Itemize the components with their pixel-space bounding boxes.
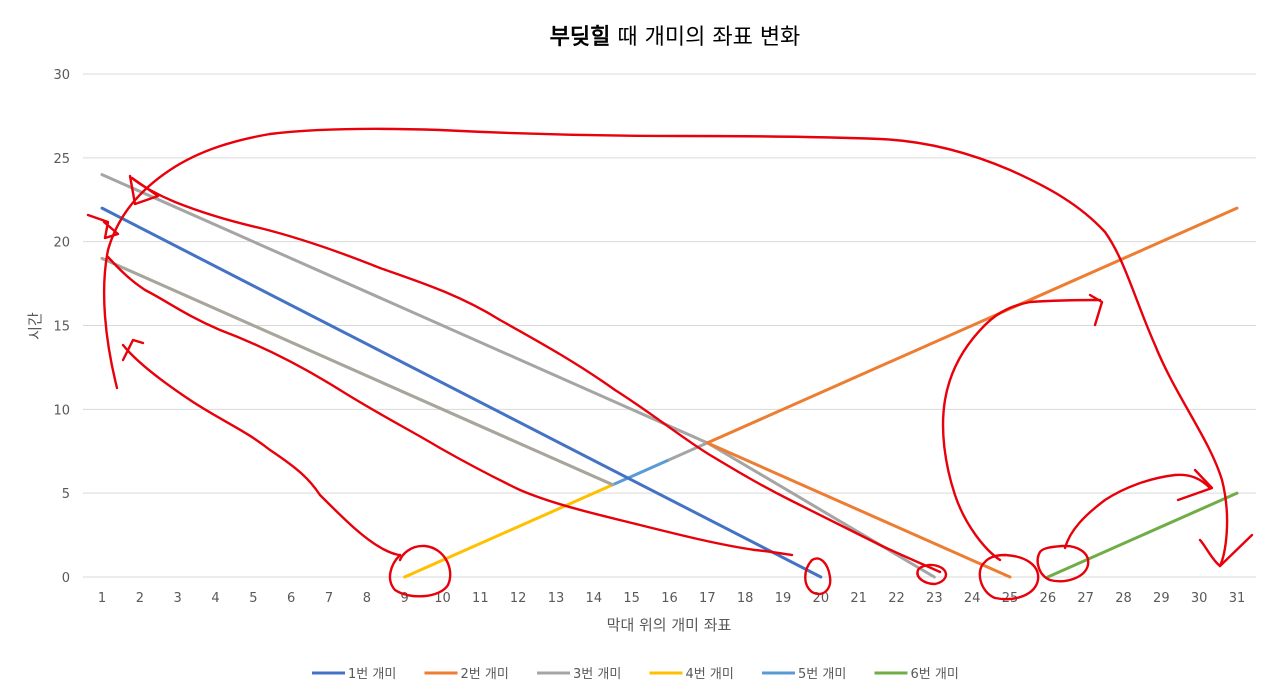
- legend-label: 3번 개미: [573, 667, 621, 682]
- x-tick-label: 23: [926, 591, 943, 606]
- y-tick-label: 0: [62, 571, 70, 586]
- series-line-segment: [405, 485, 613, 577]
- series-lines: [102, 175, 1237, 577]
- x-tick-label: 21: [850, 591, 867, 606]
- x-tick-label: 24: [964, 591, 981, 606]
- x-tick-label: 29: [1153, 591, 1170, 606]
- series-line-segment: [102, 208, 821, 577]
- series-line-segment: [613, 460, 670, 485]
- x-tick-label: 27: [1077, 591, 1094, 606]
- x-tick-label: 4: [211, 591, 219, 606]
- y-tick-label: 15: [53, 320, 70, 335]
- x-tick-label: 11: [472, 591, 489, 606]
- x-tick-label: 12: [510, 591, 527, 606]
- annotation-stroke-upper-band: [132, 178, 940, 572]
- x-tick-label: 17: [699, 591, 716, 606]
- y-tick-label: 5: [62, 487, 70, 502]
- x-tick-label: 13: [548, 591, 565, 606]
- legend-label: 5번 개미: [798, 667, 846, 682]
- chart-title-bold: 부딪힐: [550, 25, 611, 50]
- x-tick-label: 19: [775, 591, 792, 606]
- y-tick-label: 25: [53, 152, 70, 167]
- x-tick-label: 6: [287, 591, 295, 606]
- x-tick-label: 28: [1115, 591, 1132, 606]
- red-annotation-strokes: [88, 129, 1252, 599]
- annotation-stroke-big-loop: [104, 129, 1227, 566]
- series-line-segment: [707, 443, 934, 577]
- legend-label: 1번 개미: [348, 667, 396, 682]
- x-tick-label: 3: [174, 591, 182, 606]
- x-tick-labels: 1 2 3 4 5 6 7 8 9 10 11 12 13 14 15 16 17 18 19 20 21 22 23 24 2…: [98, 591, 1245, 606]
- y-tick-label: 30: [53, 68, 70, 83]
- series-line-segment: [1048, 493, 1237, 577]
- x-tick-label: 5: [249, 591, 257, 606]
- x-tick-label: 2: [136, 591, 144, 606]
- x-tick-label: 26: [1040, 591, 1057, 606]
- chart-title: 부딪힐 때 개미의 좌표 변화: [550, 25, 801, 50]
- x-tick-label: 8: [363, 591, 371, 606]
- x-tick-label: 14: [586, 591, 603, 606]
- x-tick-label: 15: [623, 591, 640, 606]
- chart-title-rest: 때 개미의 좌표 변화: [610, 25, 800, 50]
- x-tick-label: 22: [888, 591, 905, 606]
- y-tick-label: 10: [53, 403, 70, 418]
- x-tick-label: 1: [98, 591, 106, 606]
- legend-label: 4번 개미: [686, 667, 734, 682]
- legend-label: 6번 개미: [911, 667, 959, 682]
- grid-lines: [83, 74, 1256, 577]
- x-tick-label: 31: [1229, 591, 1246, 606]
- legend: 1번 개미 2번 개미 3번 개미 4번 개미 5번 개미 6번 개미: [312, 667, 959, 682]
- x-tick-label: 18: [737, 591, 754, 606]
- x-tick-label: 30: [1191, 591, 1208, 606]
- annotation-stroke-left-hook: [88, 215, 118, 238]
- annotation-stroke-lowest-band: [123, 345, 400, 555]
- x-tick-label: 7: [325, 591, 333, 606]
- series-line-segment: [102, 258, 613, 484]
- annotation-stroke-loop-25-to-27: [943, 300, 1100, 560]
- y-axis-title: 시간: [26, 312, 44, 340]
- y-tick-labels: 0 5 10 15 20 25 30: [53, 68, 70, 586]
- y-tick-label: 20: [53, 236, 70, 251]
- x-tick-label: 16: [661, 591, 678, 606]
- x-axis-title: 막대 위의 개미 좌표: [607, 616, 732, 634]
- series-line-segment: [707, 443, 1010, 577]
- legend-label: 2번 개미: [461, 667, 509, 682]
- series-line-segment: [670, 443, 708, 460]
